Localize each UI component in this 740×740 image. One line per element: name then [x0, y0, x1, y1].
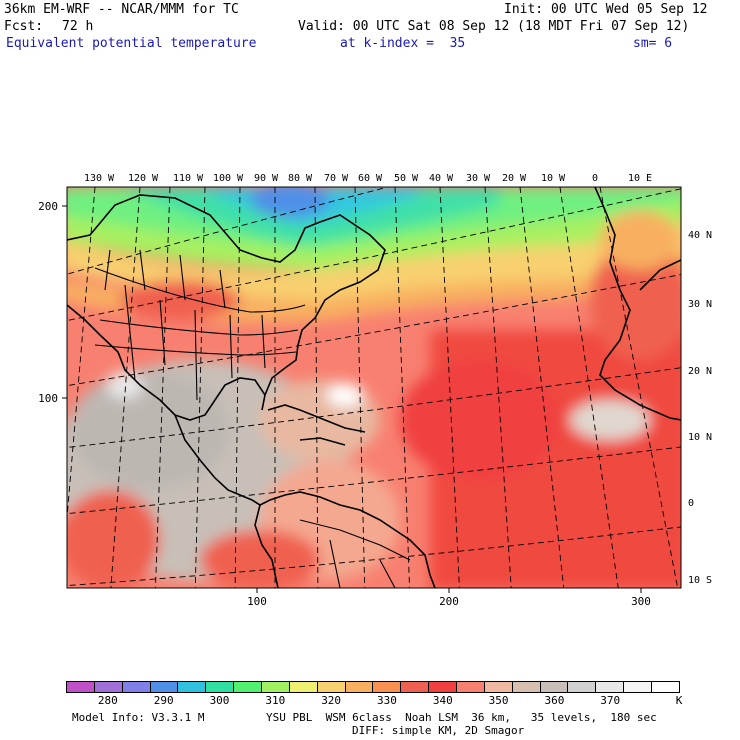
physics-info: YSU PBL WSM 6class Noah LSM 36 km, 35 le…: [266, 711, 657, 724]
colorbar-segment: [457, 682, 485, 692]
axis-ticks: [62, 205, 642, 593]
colorbar-segment: [289, 682, 318, 692]
colorbar-label: K: [675, 694, 683, 707]
political-boundaries: [94, 249, 411, 588]
lon-label: 0: [592, 173, 598, 184]
init-time: Init: 00 UTC Wed 05 Sep 12: [504, 2, 708, 17]
colorbar-segment: [624, 682, 653, 692]
colorbar-label: 280: [97, 694, 118, 707]
forecast-label: Fcst:: [4, 19, 44, 34]
colorbar-label: 370: [600, 694, 621, 707]
field-name: Equivalent potential temperature: [6, 36, 257, 51]
model-title: 36km EM-WRF -- NCAR/MMM for TC: [4, 2, 239, 17]
y-grid-label: 100: [38, 392, 58, 405]
colorbar-label: 360: [544, 694, 565, 707]
model-info: Model Info: V3.3.1 M: [72, 711, 205, 724]
lon-label: 50 W: [394, 173, 419, 184]
colorbar-segment: [401, 682, 430, 692]
colorbar-segment: [234, 682, 263, 692]
colorbar-segment: [67, 682, 95, 692]
lon-label: 10 E: [628, 173, 652, 184]
y-grid-label: 200: [38, 200, 58, 213]
colorbar-segment: [317, 682, 346, 692]
colorbar: [66, 681, 680, 693]
colorbar-segment: [484, 682, 513, 692]
lat-labels: 40 N 30 N 20 N 10 N 0 10 S: [688, 230, 712, 586]
colorbar-segment: [568, 682, 597, 692]
lon-label: 40 W: [429, 173, 454, 184]
x-grid-label: 300: [631, 595, 651, 608]
colorbar-segment: [94, 682, 123, 692]
grid-labels: 200 100 100 200 300: [38, 200, 651, 608]
colorbar-segment: [122, 682, 151, 692]
colorbar-segment: [150, 682, 179, 692]
colorbar-label: 290: [153, 694, 174, 707]
lon-label: 120 W: [128, 173, 159, 184]
lon-labels: 130 W 120 W 110 W 100 W 90 W 80 W 70 W 6…: [84, 173, 652, 184]
lon-label: 60 W: [358, 173, 383, 184]
lon-label: 70 W: [324, 173, 349, 184]
forecast-hour: 72 h: [62, 19, 94, 34]
lat-label: 30 N: [688, 299, 712, 310]
lon-label: 20 W: [502, 173, 527, 184]
lon-label: 30 W: [466, 173, 491, 184]
colorbar-segment: [540, 682, 569, 692]
lat-label: 40 N: [688, 230, 712, 241]
colorbar-label: 320: [321, 694, 342, 707]
lon-label: 90 W: [254, 173, 279, 184]
lon-label: 130 W: [84, 173, 115, 184]
colorbar-segment: [512, 682, 541, 692]
colorbar-segment: [345, 682, 374, 692]
colorbar-segment: [652, 682, 679, 692]
colorbar-label: 330: [377, 694, 397, 707]
valid-time: Valid: 00 UTC Sat 08 Sep 12 (18 MDT Fri …: [298, 19, 690, 34]
colorbar-label: 300: [209, 694, 230, 707]
colorbar-segment: [373, 682, 402, 692]
colorbar-label: 310: [265, 694, 286, 707]
x-grid-label: 100: [247, 595, 267, 608]
lon-label: 100 W: [213, 173, 244, 184]
map-frame: [66, 186, 682, 589]
coastlines: [67, 187, 681, 588]
lon-label: 10 W: [541, 173, 566, 184]
lat-label: 20 N: [688, 366, 712, 377]
smoothing-info: sm= 6: [633, 36, 673, 51]
lon-label: 80 W: [288, 173, 313, 184]
colorbar-segment: [429, 682, 458, 692]
colorbar-segment: [596, 682, 625, 692]
lat-label: 0: [688, 498, 694, 509]
graticule: [67, 187, 681, 588]
colorbar-segment: [262, 682, 290, 692]
lat-label: 10 S: [688, 575, 712, 586]
lat-label: 10 N: [688, 432, 712, 443]
colorbar-segment: [178, 682, 207, 692]
lon-label: 110 W: [173, 173, 204, 184]
theta-e-field: [67, 187, 681, 588]
colorbar-segment: [206, 682, 235, 692]
colorbar-label: 340: [432, 694, 453, 707]
level-info: at k-index = 35: [340, 36, 466, 51]
diffusion-info: DIFF: simple KM, 2D Smagor: [352, 724, 525, 737]
x-grid-label: 200: [439, 595, 459, 608]
colorbar-label: 350: [488, 694, 509, 707]
